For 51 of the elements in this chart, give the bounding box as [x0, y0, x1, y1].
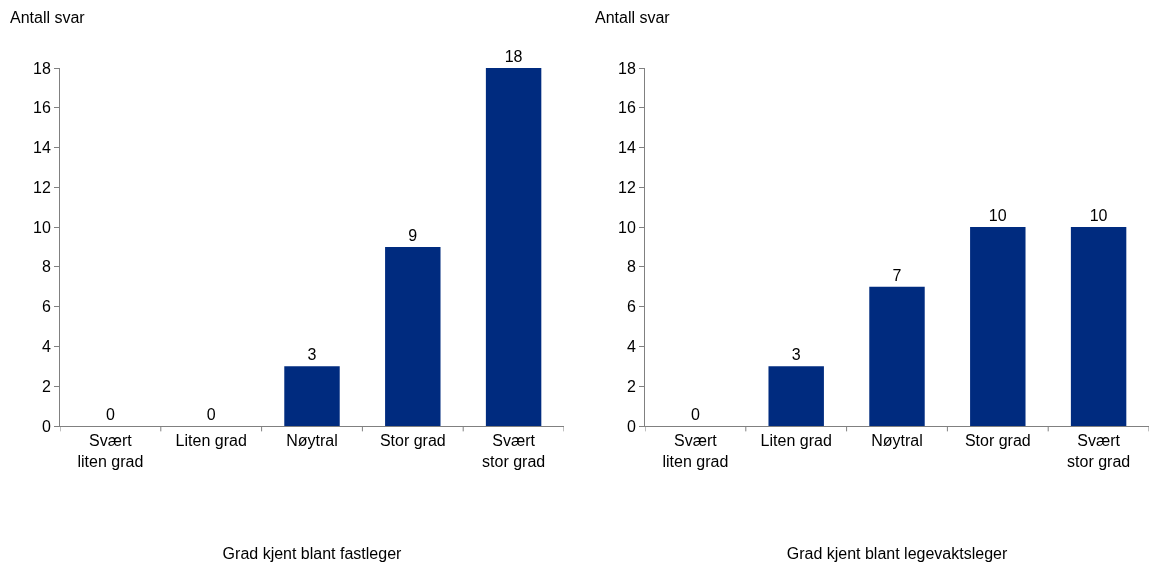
y-tick-label: 18 — [33, 59, 51, 77]
data-label: 9 — [408, 227, 418, 244]
x-axis-title: Grad kjent blant legevaktsleger — [786, 545, 1008, 562]
x-tick-label: Liten grad — [175, 432, 247, 450]
bar — [768, 366, 824, 426]
y-tick-label: 10 — [33, 218, 51, 236]
x-tick-label: Svært liten grad — [662, 432, 729, 470]
data-label: 10 — [1089, 207, 1108, 225]
data-label: 10 — [988, 207, 1007, 225]
y-tick-label: 4 — [41, 338, 51, 356]
y-tick-label: 4 — [626, 338, 636, 356]
y-tick-label: 0 — [626, 417, 636, 435]
bar — [485, 68, 542, 426]
y-tick-label: 6 — [626, 298, 636, 316]
bar — [284, 366, 340, 426]
y-tick-label: 16 — [618, 99, 636, 117]
x-tick-label: Svært liten grad — [77, 432, 144, 470]
bar — [970, 227, 1026, 426]
x-tick-label: Nøytral — [286, 432, 338, 450]
x-tick-label: Stor grad — [964, 432, 1031, 450]
y-axis-title: Antall svar — [595, 9, 671, 26]
y-tick-label: 14 — [33, 139, 51, 157]
x-tick-label: Stor grad — [379, 432, 446, 450]
bar — [869, 286, 925, 426]
y-tick-label: 8 — [626, 258, 636, 276]
y-tick-label: 6 — [41, 298, 51, 316]
y-tick-label: 0 — [41, 417, 51, 435]
y-tick-label: 12 — [618, 178, 636, 196]
y-axis-title: Antall svar — [10, 9, 86, 26]
x-tick-label: Liten grad — [760, 432, 832, 450]
x-tick-label: Nøytral — [871, 432, 923, 450]
data-label: 0 — [206, 406, 216, 423]
y-tick-label: 2 — [41, 377, 51, 395]
data-label: 0 — [690, 406, 700, 423]
y-tick-label: 12 — [33, 178, 51, 196]
data-label: 3 — [791, 346, 801, 364]
y-tick-label: 2 — [626, 377, 636, 395]
data-label: 3 — [307, 346, 317, 364]
x-tick-label: Svært stor grad — [482, 432, 546, 470]
data-label: 0 — [105, 406, 115, 423]
bar — [1070, 227, 1127, 426]
data-label: 18 — [504, 48, 523, 65]
x-tick-label: Svært stor grad — [1067, 432, 1131, 470]
y-tick-label: 16 — [33, 99, 51, 117]
y-tick-label: 8 — [41, 258, 51, 276]
data-label: 7 — [892, 266, 902, 284]
x-axis-title: Grad kjent blant fastleger — [222, 545, 403, 562]
y-tick-label: 14 — [618, 139, 636, 157]
bar — [385, 247, 441, 426]
y-tick-label: 10 — [618, 218, 636, 236]
y-tick-label: 18 — [618, 59, 636, 77]
